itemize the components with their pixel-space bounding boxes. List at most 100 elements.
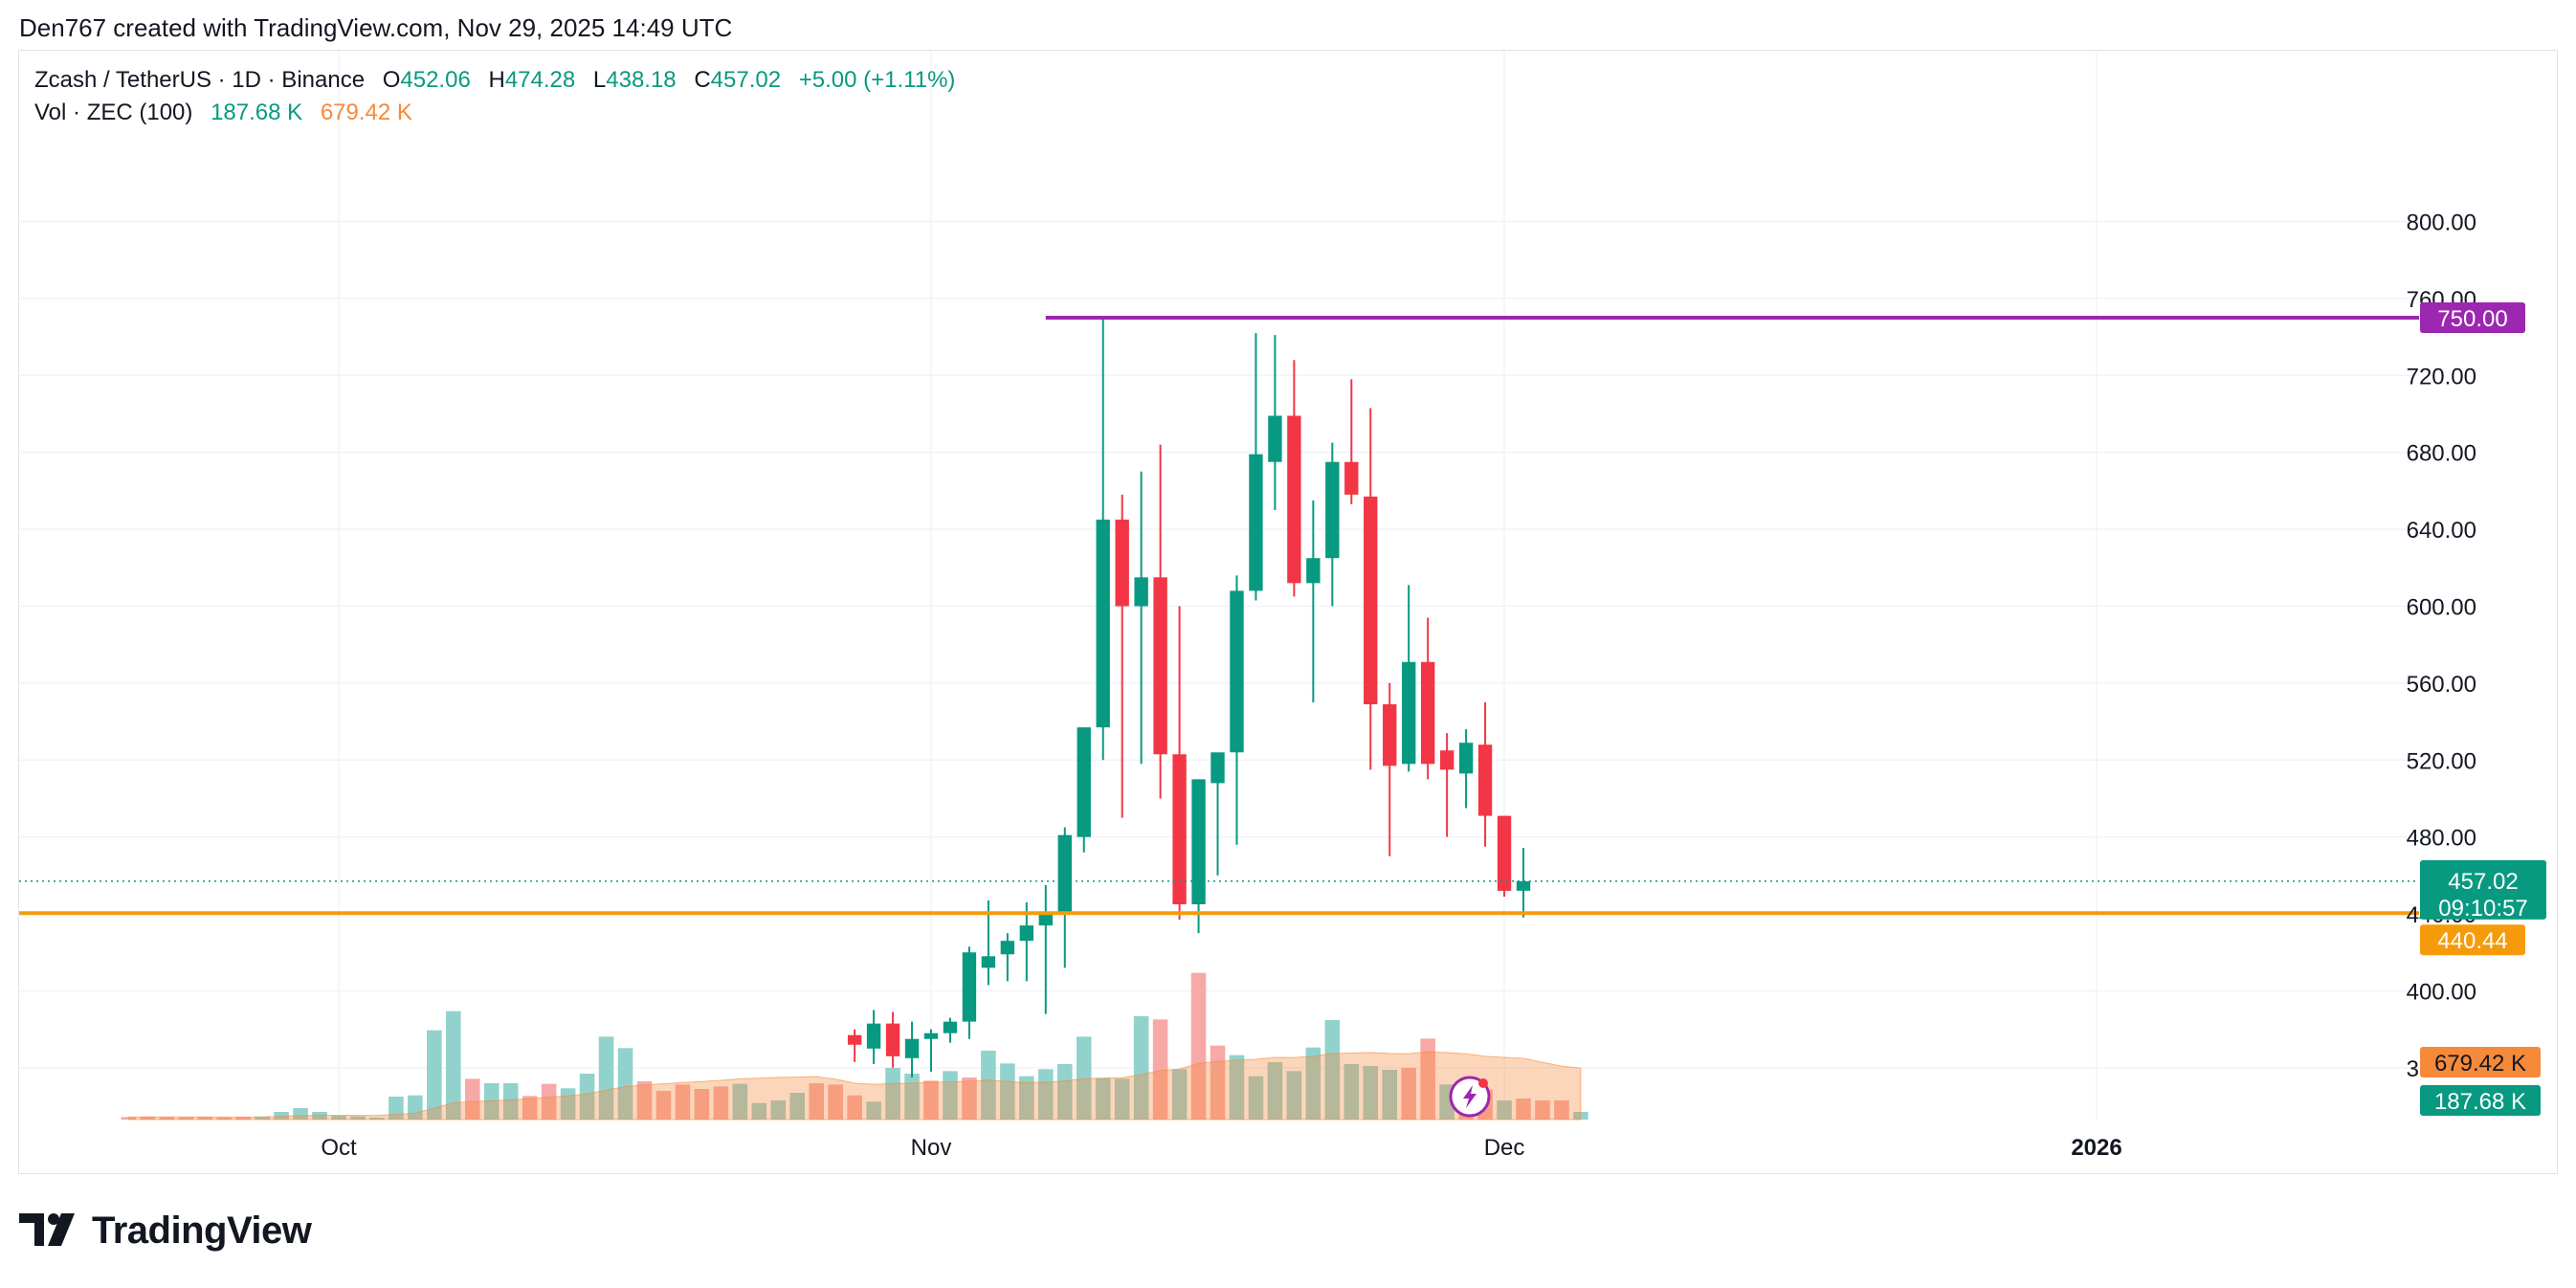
volume-bar <box>502 1083 519 1120</box>
open-label: O <box>382 67 401 93</box>
volume-bar <box>1286 1071 1302 1120</box>
countdown-label: 09:10:57 <box>2438 896 2527 922</box>
high-value: 474.28 <box>504 67 576 93</box>
volume-bar <box>579 1074 595 1120</box>
volume-bar <box>598 1036 614 1120</box>
volume-bar <box>541 1083 557 1120</box>
y-tick-label: 640.00 <box>2407 518 2476 544</box>
candle-body <box>1439 750 1455 770</box>
volume-bar <box>369 1118 385 1120</box>
candle-body <box>847 1034 862 1045</box>
chart-frame[interactable] <box>18 50 2558 1174</box>
volume-bar <box>923 1080 939 1120</box>
volume-bar <box>1019 1076 1034 1120</box>
symbol-label: Zcash / TetherUS · 1D · Binance <box>34 67 366 93</box>
change-value: +5.00 (+1.11%) <box>798 67 956 93</box>
volume-bar <box>235 1117 251 1120</box>
y-tick-label: 560.00 <box>2407 672 2476 698</box>
y-tick-label: 400.00 <box>2407 979 2476 1005</box>
candle-body <box>1077 727 1091 837</box>
candle-body <box>1402 661 1416 765</box>
brand-name: TradingView <box>92 1209 312 1252</box>
volume-bar <box>1133 1016 1149 1120</box>
x-tick-label: Nov <box>911 1135 952 1161</box>
horizontal-lines <box>19 315 2419 916</box>
candle-body <box>1038 914 1053 926</box>
volume-bar <box>1076 1036 1092 1120</box>
y-tick-label: 800.00 <box>2407 210 2476 235</box>
volume-bar <box>350 1116 366 1120</box>
close-value: 457.02 <box>710 67 782 93</box>
volume-bar <box>1000 1063 1015 1120</box>
volume-bar <box>1535 1100 1550 1120</box>
volume-bar <box>847 1095 862 1120</box>
icons <box>1449 1076 1491 1118</box>
volume-bar <box>1324 1020 1341 1120</box>
volume-bar <box>293 1108 308 1120</box>
candle-body <box>1249 454 1263 591</box>
volume-legend: Vol · ZEC (100) 187.68 K 679.42 K <box>34 100 412 126</box>
y-tick-label: 720.00 <box>2407 364 2476 389</box>
volume-ma-label-box <box>2420 1047 2541 1077</box>
flash-icon[interactable] <box>1449 1076 1491 1118</box>
open-value: 452.06 <box>400 67 471 93</box>
volume-bar <box>675 1084 691 1120</box>
candle-body <box>1497 815 1512 891</box>
candle-body <box>1096 520 1110 728</box>
candle-body <box>1516 880 1531 891</box>
candle-body <box>1287 415 1301 584</box>
candle-body <box>1306 558 1321 584</box>
resistance-label: 750.00 <box>2437 306 2507 332</box>
volume-bar <box>732 1083 748 1120</box>
last-price-label: 457.02 <box>2448 869 2518 895</box>
volume-bar <box>1114 1078 1130 1120</box>
volume-bar <box>636 1081 653 1120</box>
volume-bar <box>1344 1064 1360 1120</box>
volume-bar <box>216 1117 232 1120</box>
candle-body <box>1325 461 1340 559</box>
volume-bar <box>427 1030 442 1120</box>
volume-bar <box>446 1010 461 1120</box>
candle-body <box>1172 754 1187 905</box>
candle-body <box>1115 520 1129 607</box>
volume-bar <box>464 1078 480 1120</box>
candle-body <box>1134 577 1148 607</box>
volume-bar <box>828 1084 843 1120</box>
volume-bar <box>943 1071 958 1120</box>
low-value: 438.18 <box>606 67 677 93</box>
tradingview-logo[interactable]: TradingView <box>19 1208 312 1254</box>
candle-body <box>962 952 977 1022</box>
volume-last-label: 187.68 K <box>2434 1089 2526 1115</box>
volume-bar <box>312 1112 327 1120</box>
candle-body <box>1000 941 1015 955</box>
volume-bar <box>655 1091 672 1120</box>
candle-body <box>885 1023 900 1056</box>
volume-bar <box>197 1117 213 1120</box>
candle-body <box>1458 743 1474 774</box>
chart-attribution: Den767 created with TradingView.com, Nov… <box>19 13 733 42</box>
candle-body <box>923 1033 939 1039</box>
volume-bar <box>1229 1055 1245 1120</box>
volume-bar <box>904 1074 920 1120</box>
volume-bar <box>331 1116 346 1120</box>
volume-bar <box>1554 1100 1569 1120</box>
volume-label: Vol · ZEC (100) <box>34 100 193 125</box>
y-tick-label: 600.00 <box>2407 594 2476 620</box>
volume-bar <box>1382 1070 1398 1120</box>
support-label: 440.44 <box>2437 928 2507 954</box>
volume-bar <box>809 1083 824 1120</box>
volume-bar <box>1056 1064 1073 1120</box>
volume-bar <box>159 1117 175 1120</box>
y-tick-label: 680.00 <box>2407 441 2476 467</box>
candle-body <box>1210 752 1225 784</box>
candle-body <box>1230 590 1244 753</box>
volume-bar <box>255 1116 270 1120</box>
volume-bar <box>1171 1069 1188 1120</box>
volume-value: 187.68 K <box>211 100 303 125</box>
axes: 360.00400.00440.00480.00520.00560.00600.… <box>321 210 2476 1161</box>
candle-body <box>1191 779 1206 905</box>
x-tick-label: Dec <box>1484 1135 1525 1161</box>
candle-body <box>1019 925 1034 942</box>
